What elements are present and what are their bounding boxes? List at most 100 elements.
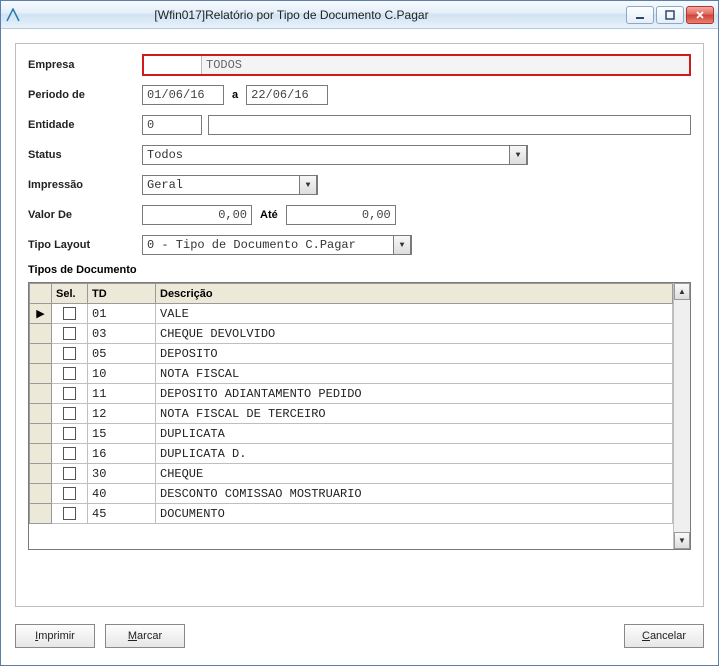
label-tiposdoc: Tipos de Documento — [28, 264, 691, 276]
row-header[interactable] — [30, 484, 52, 504]
row-td: 40 — [88, 484, 156, 504]
window-controls — [626, 6, 714, 24]
row-checkbox[interactable] — [63, 407, 76, 420]
grid: Sel. TD Descrição ▶ 01VALE03CHEQUE DEVOLV… — [29, 283, 673, 549]
row-checkbox-cell[interactable] — [52, 304, 88, 324]
row-checkbox[interactable] — [63, 507, 76, 520]
impressao-select[interactable]: Geral ▼ — [142, 175, 318, 195]
table-row[interactable]: 16DUPLICATA D. — [30, 444, 673, 464]
valor-sep: Até — [260, 209, 278, 221]
row-checkbox-cell[interactable] — [52, 444, 88, 464]
scroll-up-button[interactable]: ▲ — [674, 283, 690, 300]
row-td: 45 — [88, 504, 156, 524]
scroll-down-button[interactable]: ▼ — [674, 532, 690, 549]
row-checkbox[interactable] — [63, 467, 76, 480]
vertical-scrollbar[interactable]: ▲ ▼ — [673, 283, 690, 549]
row-desc: DEPOSITO — [156, 344, 673, 364]
row-checkbox-cell[interactable] — [52, 484, 88, 504]
label-tipolayout: Tipo Layout — [28, 239, 142, 251]
grid-container: Sel. TD Descrição ▶ 01VALE03CHEQUE DEVOLV… — [28, 282, 691, 550]
marcar-button[interactable]: Marcar — [105, 624, 185, 648]
minimize-button[interactable] — [626, 6, 654, 24]
client-area: Empresa Periodo de a Entidade Status — [1, 29, 718, 665]
row-desc: DEPOSITO ADIANTAMENTO PEDIDO — [156, 384, 673, 404]
label-status: Status — [28, 149, 142, 161]
periodo-from-input[interactable] — [142, 85, 224, 105]
row-header[interactable] — [30, 364, 52, 384]
row-td: 10 — [88, 364, 156, 384]
table-row[interactable]: ▶ 01VALE — [30, 304, 673, 324]
window-title: [Wfin017]Relatório por Tipo de Documento… — [27, 8, 626, 22]
row-header[interactable] — [30, 504, 52, 524]
row-header[interactable] — [30, 404, 52, 424]
row-checkbox[interactable] — [63, 447, 76, 460]
row-checkbox[interactable] — [63, 367, 76, 380]
row-checkbox-cell[interactable] — [52, 324, 88, 344]
label-valor: Valor De — [28, 209, 142, 221]
table-row[interactable]: 40DESCONTO COMISSAO MOSTRUARIO — [30, 484, 673, 504]
row-td: 12 — [88, 404, 156, 424]
row-td: 01 — [88, 304, 156, 324]
row-desc: DESCONTO COMISSAO MOSTRUARIO — [156, 484, 673, 504]
table-row[interactable]: 11DEPOSITO ADIANTAMENTO PEDIDO — [30, 384, 673, 404]
row-header[interactable] — [30, 444, 52, 464]
imprimir-button[interactable]: Imprimir — [15, 624, 95, 648]
tipolayout-value: 0 - Tipo de Documento C.Pagar — [147, 238, 356, 252]
valor-to-input[interactable] — [286, 205, 396, 225]
table-row[interactable]: 05DEPOSITO — [30, 344, 673, 364]
chevron-down-icon: ▼ — [393, 235, 411, 255]
table-row[interactable]: 30CHEQUE — [30, 464, 673, 484]
row-td: 15 — [88, 424, 156, 444]
row-header[interactable]: ▶ — [30, 304, 52, 324]
row-desc: VALE — [156, 304, 673, 324]
row-checkbox-cell[interactable] — [52, 344, 88, 364]
row-desc: DUPLICATA D. — [156, 444, 673, 464]
table-row[interactable]: 12NOTA FISCAL DE TERCEIRO — [30, 404, 673, 424]
entidade-desc-input[interactable] — [208, 115, 691, 135]
status-value: Todos — [147, 148, 183, 162]
row-td: 16 — [88, 444, 156, 464]
scroll-track[interactable] — [674, 300, 690, 532]
impressao-value: Geral — [147, 178, 183, 192]
row-checkbox[interactable] — [63, 487, 76, 500]
maximize-button[interactable] — [656, 6, 684, 24]
grid-header-sel[interactable]: Sel. — [52, 284, 88, 304]
row-checkbox-cell[interactable] — [52, 424, 88, 444]
tipolayout-select[interactable]: 0 - Tipo de Documento C.Pagar ▼ — [142, 235, 412, 255]
row-checkbox-cell[interactable] — [52, 384, 88, 404]
chevron-down-icon: ▼ — [509, 145, 527, 165]
table-row[interactable]: 03CHEQUE DEVOLVIDO — [30, 324, 673, 344]
row-header[interactable] — [30, 384, 52, 404]
cancelar-button[interactable]: Cancelar — [624, 624, 704, 648]
row-header[interactable] — [30, 324, 52, 344]
status-select[interactable]: Todos ▼ — [142, 145, 528, 165]
row-td: 11 — [88, 384, 156, 404]
row-checkbox-cell[interactable] — [52, 504, 88, 524]
row-header[interactable] — [30, 424, 52, 444]
entidade-code-input[interactable] — [142, 115, 202, 135]
table-row[interactable]: 45DOCUMENTO — [30, 504, 673, 524]
row-checkbox-cell[interactable] — [52, 364, 88, 384]
close-button[interactable] — [686, 6, 714, 24]
row-checkbox-cell[interactable] — [52, 464, 88, 484]
valor-from-input[interactable] — [142, 205, 252, 225]
row-checkbox[interactable] — [63, 387, 76, 400]
grid-header-td[interactable]: TD — [88, 284, 156, 304]
grid-header-desc[interactable]: Descrição — [156, 284, 673, 304]
table-row[interactable]: 10NOTA FISCAL — [30, 364, 673, 384]
table-row[interactable]: 15DUPLICATA — [30, 424, 673, 444]
row-checkbox[interactable] — [63, 427, 76, 440]
row-checkbox[interactable] — [63, 347, 76, 360]
empresa-group — [142, 54, 691, 76]
row-checkbox[interactable] — [63, 327, 76, 340]
row-checkbox-cell[interactable] — [52, 404, 88, 424]
row-checkbox[interactable] — [63, 307, 76, 320]
empresa-code-input[interactable] — [144, 56, 202, 74]
form-panel: Empresa Periodo de a Entidade Status — [15, 43, 704, 607]
row-header[interactable] — [30, 464, 52, 484]
label-empresa: Empresa — [28, 59, 142, 71]
periodo-sep: a — [232, 89, 238, 101]
periodo-to-input[interactable] — [246, 85, 328, 105]
row-header[interactable] — [30, 344, 52, 364]
app-icon — [5, 7, 21, 23]
